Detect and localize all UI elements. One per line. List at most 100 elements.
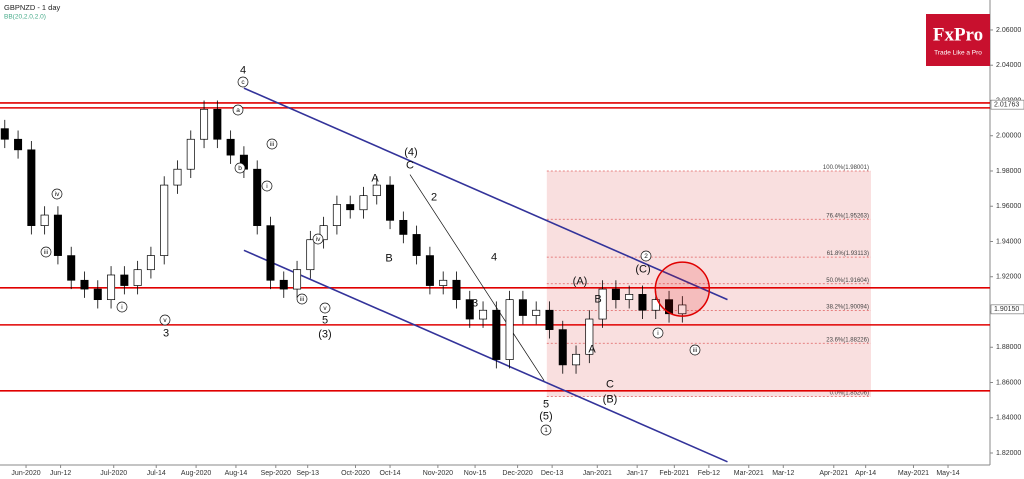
indicator-label: BB(20,2.0,2.0) (4, 14, 46, 21)
candle-body (80, 279, 89, 290)
price-marker-label: 2.01763 (994, 101, 1019, 108)
candle-body (372, 184, 381, 197)
plot: 100.0%(1.98001) 76.4%(1.95263) 61.8%(1.931… (0, 64, 990, 463)
price-marker (990, 304, 1024, 315)
wave-circle (319, 302, 331, 314)
candle-body (665, 299, 674, 315)
wave-label: C (606, 378, 614, 390)
x-tick-label: Jul-14 (147, 470, 166, 477)
wave-label: 5 (543, 398, 549, 410)
x-tick-label: Aug-14 (225, 470, 248, 477)
x-tick-label: May-2021 (898, 470, 929, 477)
wave-circle (261, 180, 273, 192)
candle-body (558, 329, 567, 366)
candle-body (572, 353, 581, 366)
candle-body (14, 138, 23, 151)
candle-body (306, 239, 315, 271)
price-marker-label: 1.90150 (994, 306, 1019, 313)
y-tick-label: 2.00000 (996, 133, 1021, 140)
x-tick-label: Dec-2020 (502, 470, 532, 477)
y-tick-label: 1.86000 (996, 379, 1021, 386)
x-tick-label: Mar-12 (772, 470, 794, 477)
candle-body (505, 299, 514, 360)
candle-body (279, 279, 288, 290)
candle-body (319, 225, 328, 241)
fib-label: 100.0%(1.98001) (823, 165, 869, 171)
x-tick-label: Oct-14 (380, 470, 401, 477)
wave-label: (B) (603, 393, 618, 405)
candle-body (213, 108, 222, 140)
candle-body (532, 309, 541, 316)
wave-circle (296, 293, 308, 305)
wave-circle (232, 104, 244, 116)
candle-body (611, 288, 620, 301)
wave-label: (5) (539, 410, 552, 422)
candle-body (186, 138, 195, 170)
logo-tagline: Trade Like a Pro (934, 50, 982, 57)
candle-body (226, 138, 235, 156)
y-tick-label: 1.92000 (996, 274, 1021, 281)
wave-label: 4 (240, 64, 246, 76)
wave-label: iii (270, 141, 274, 148)
candle-body (160, 184, 169, 256)
wave-label: v (323, 305, 327, 312)
x-tick-label: Dec-13 (541, 470, 564, 477)
x-tick-label: Nov-15 (464, 470, 487, 477)
wave-label: iv (55, 191, 60, 198)
wave-circle (159, 314, 171, 326)
x-tick-label: Jan-2021 (583, 470, 612, 477)
fib-label: 23.6%(1.88226) (826, 337, 869, 343)
wave-label: i (266, 183, 267, 190)
wave-circle (237, 76, 249, 88)
y-tick-label: 1.96000 (996, 203, 1021, 210)
y-tick-label: 1.98000 (996, 168, 1021, 175)
candle-body (53, 214, 62, 256)
x-tick-label: Oct-2020 (341, 470, 370, 477)
candle-body (399, 219, 408, 235)
candle-body (678, 304, 687, 315)
candle-body (545, 309, 554, 330)
y-tick-label: 1.94000 (996, 238, 1021, 245)
x-tick-label: Sep-13 (296, 470, 319, 477)
candle-body (585, 318, 594, 355)
x-tick-label: Apr-2021 (819, 470, 848, 477)
candle-body (625, 294, 634, 301)
trendline (243, 87, 728, 301)
fib-label: 38.2%(1.90094) (826, 304, 869, 310)
wave-label: C (406, 159, 414, 171)
fib-label: 50.0%(1.91604) (826, 278, 869, 284)
wave-circle (312, 233, 324, 245)
candle-body (173, 168, 182, 186)
wave-circle (540, 424, 552, 436)
wave-label: 1 (544, 427, 548, 434)
wave-label: 5 (322, 314, 328, 326)
candle-body (40, 214, 49, 226)
wave-label: iii (693, 347, 697, 354)
trendline (409, 174, 545, 381)
wave-label: v (163, 317, 167, 324)
wave-label: (A) (573, 275, 588, 287)
candle-body (479, 309, 488, 320)
wave-label: iv (316, 236, 321, 243)
x-tick-label: Aug-2020 (181, 470, 211, 477)
fib-label: 76.4%(1.95263) (826, 213, 869, 219)
logo-name: FxPro (933, 24, 983, 45)
wave-label: A (371, 172, 379, 184)
candle-body (412, 234, 421, 256)
x-tick-label: Apr-14 (855, 470, 876, 477)
candle-body (293, 269, 302, 290)
y-tick-label: 1.82000 (996, 450, 1021, 457)
wave-label: 2 (431, 191, 437, 203)
fib-label: 61.8%(1.93113) (827, 251, 869, 257)
candle-body (359, 195, 368, 211)
fib-label: 0.0%(1.85206) (830, 391, 869, 397)
candle-body (133, 269, 142, 286)
candle-body (346, 204, 355, 211)
x-tick-label: Jan-17 (626, 470, 648, 477)
wave-label: A (588, 343, 596, 355)
logo-box (926, 14, 990, 66)
x-tick-label: Mar-2021 (734, 470, 764, 477)
candle-body (492, 309, 501, 360)
